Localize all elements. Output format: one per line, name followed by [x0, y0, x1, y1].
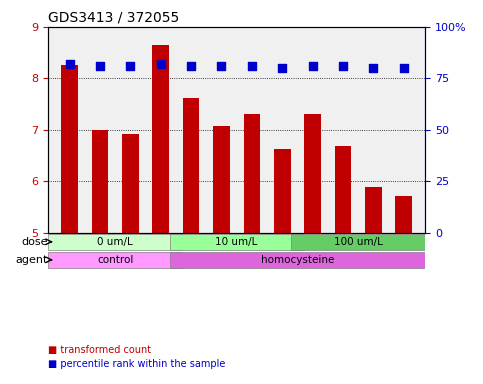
Text: agent: agent — [15, 255, 48, 265]
Point — [400, 65, 408, 71]
Point — [278, 65, 286, 71]
Text: 10 um/L: 10 um/L — [215, 237, 258, 247]
Point — [248, 63, 256, 69]
Bar — [183, 98, 199, 233]
Bar — [152, 45, 169, 233]
Text: 0 um/L: 0 um/L — [97, 237, 133, 247]
FancyBboxPatch shape — [48, 252, 182, 268]
Point — [339, 63, 347, 69]
Text: dose: dose — [21, 237, 48, 247]
Bar — [335, 146, 351, 233]
Text: homocysteine: homocysteine — [261, 255, 334, 265]
Point — [66, 61, 73, 67]
Text: 100 um/L: 100 um/L — [334, 237, 383, 247]
Bar — [213, 126, 230, 233]
FancyBboxPatch shape — [48, 234, 182, 250]
Bar — [243, 114, 260, 233]
Bar — [122, 134, 139, 233]
Point — [157, 61, 165, 67]
Point — [187, 63, 195, 69]
Text: GDS3413 / 372055: GDS3413 / 372055 — [48, 10, 180, 24]
Bar — [61, 66, 78, 233]
Text: ■ transformed count: ■ transformed count — [48, 345, 152, 355]
Bar — [92, 130, 108, 233]
Bar — [365, 187, 382, 233]
Point — [96, 63, 104, 69]
FancyBboxPatch shape — [170, 252, 425, 268]
Point — [218, 63, 226, 69]
Text: ■ percentile rank within the sample: ■ percentile rank within the sample — [48, 359, 226, 369]
Bar — [274, 149, 291, 233]
Point — [309, 63, 316, 69]
FancyBboxPatch shape — [291, 234, 425, 250]
FancyBboxPatch shape — [170, 234, 303, 250]
Point — [127, 63, 134, 69]
Bar — [396, 196, 412, 233]
Text: control: control — [97, 255, 133, 265]
Point — [369, 65, 377, 71]
Bar — [304, 114, 321, 233]
